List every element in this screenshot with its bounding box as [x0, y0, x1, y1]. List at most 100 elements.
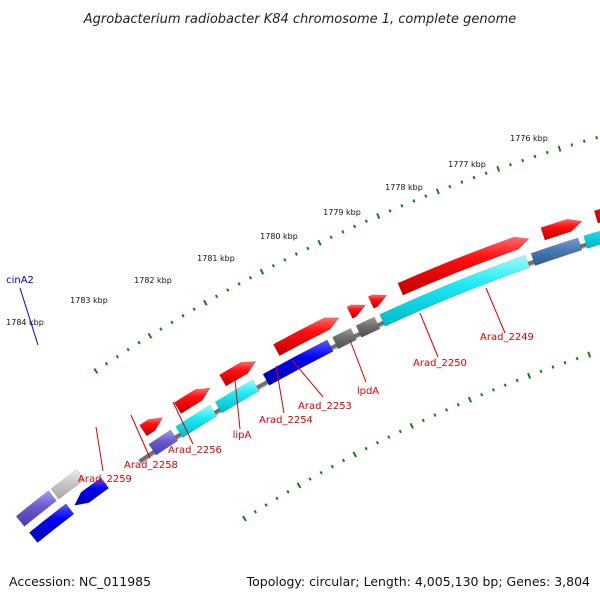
reverse-cds — [214, 379, 260, 414]
outer-tick — [294, 252, 298, 256]
forward-cds — [593, 208, 600, 224]
inner-tick — [275, 496, 279, 501]
kbp-label: 1777 kbp — [448, 160, 486, 169]
scale-ticks — [93, 135, 600, 522]
outer-tick — [283, 258, 287, 262]
kbp-label: 1783 kbp — [70, 296, 108, 305]
forward-cds — [346, 304, 367, 319]
outer-tick — [472, 175, 476, 180]
inner-tick — [563, 361, 567, 365]
partial-cds — [50, 468, 85, 500]
gene-label: Arad_2253 — [298, 401, 352, 412]
gene-label: Arad_2250 — [413, 358, 467, 369]
callout-line — [19, 287, 39, 346]
gene-label: Arad_2258 — [124, 460, 178, 471]
inner-tick — [587, 351, 592, 358]
inner-tick — [330, 464, 334, 469]
inner-tick — [575, 356, 579, 361]
outer-tick — [137, 340, 141, 345]
outer-tick — [412, 199, 416, 203]
outer-tick — [533, 154, 537, 159]
inner-tick — [286, 490, 290, 494]
gene-callouts: cinA2 Arad_2249 Arad_2250 lpdA Arad_2253 Arad… — [6, 275, 534, 485]
outer-tick — [170, 320, 174, 325]
inner-tick — [551, 365, 555, 369]
reverse-cds — [262, 339, 334, 386]
kbp-label: 1779 kbp — [323, 208, 361, 217]
inner-tick — [433, 413, 437, 417]
outer-tick — [353, 224, 357, 229]
inner-tick — [539, 369, 543, 374]
outer-tick — [271, 263, 275, 268]
callout-line — [172, 401, 194, 445]
outer-tick — [582, 139, 586, 143]
kbp-label: 1784 kbp — [6, 318, 44, 327]
outer-tick — [192, 307, 196, 311]
outer-tick — [364, 219, 368, 223]
reverse-cds — [355, 316, 381, 338]
forward-cds — [367, 294, 388, 309]
inner-tick — [296, 482, 302, 489]
inner-tick — [491, 388, 495, 392]
outer-tick — [93, 367, 99, 374]
scale-labels: 1776 kbp 1777 kbp 1778 kbp 1779 kbp 1780 kbp… — [6, 134, 548, 327]
reverse-cds — [28, 503, 75, 544]
gene-label: Arad_2254 — [259, 415, 313, 426]
reverse-cds — [530, 237, 583, 267]
forward-cds — [173, 387, 211, 415]
outer-tick — [424, 194, 428, 198]
accession-text: Accession: NC_011985 — [9, 574, 152, 589]
inner-tick — [527, 372, 532, 379]
outer-tick — [104, 361, 109, 366]
kbp-label: 1780 kbp — [260, 232, 298, 241]
kbp-label: 1781 kbp — [197, 254, 235, 263]
callout-line — [275, 365, 285, 414]
outer-tick — [570, 143, 574, 147]
callout-line — [485, 287, 506, 334]
reverse-cds — [583, 230, 600, 249]
inner-tick — [253, 509, 257, 514]
outer-tick — [460, 180, 464, 184]
outer-tick — [509, 162, 512, 167]
gene-features — [15, 208, 600, 544]
outer-tick — [159, 327, 163, 331]
inner-tick — [456, 402, 460, 407]
forward-cds — [272, 317, 340, 357]
outer-tick — [237, 282, 241, 286]
outer-tick — [259, 268, 265, 275]
gene-label: cinA2 — [6, 275, 34, 286]
callout-line — [95, 426, 104, 472]
inner-tick — [341, 458, 346, 463]
inner-tick — [242, 515, 247, 522]
outer-tick — [484, 171, 488, 175]
gene-label: lpdA — [357, 386, 379, 397]
inner-tick — [515, 378, 519, 383]
outer-tick — [448, 184, 452, 189]
outer-tick — [317, 239, 322, 246]
gene-label: Arad_2256 — [168, 445, 222, 456]
outer-tick — [115, 354, 119, 359]
outer-tick — [126, 347, 130, 352]
kbp-label: 1782 kbp — [134, 276, 172, 285]
inner-tick — [467, 396, 472, 403]
outer-tick — [226, 288, 230, 292]
inner-tick — [387, 435, 391, 439]
callout-line — [419, 312, 439, 358]
inner-tick — [364, 446, 368, 451]
partial-cds — [15, 490, 57, 527]
outer-tick — [329, 235, 333, 240]
outer-tick — [496, 165, 501, 172]
outer-tick — [388, 209, 392, 213]
gene-label: Arad_2249 — [480, 332, 534, 343]
outer-tick — [435, 188, 440, 195]
outer-tick — [545, 150, 549, 155]
outer-tick — [521, 158, 525, 163]
callout-line — [291, 359, 324, 398]
inner-tick — [319, 470, 323, 475]
forward-cds — [219, 361, 257, 387]
inner-tick — [375, 440, 380, 445]
gene-label: Arad_2259 — [78, 474, 132, 485]
inner-tick — [445, 408, 449, 412]
callout-line — [234, 379, 241, 430]
